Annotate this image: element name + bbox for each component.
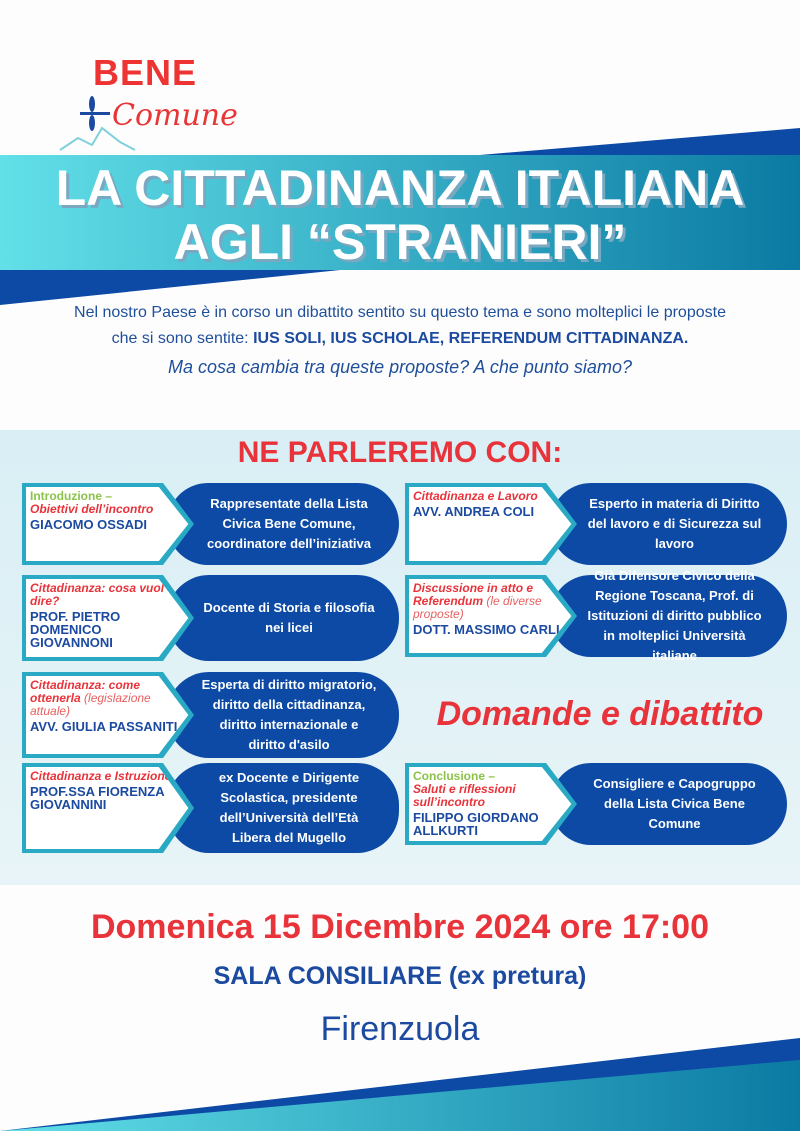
- speaker-topic: Discussione in atto e Referendum (le div…: [409, 579, 572, 653]
- speaker-role: Consigliere e Capogruppo della Lista Civ…: [550, 763, 787, 845]
- speaker-topic: Cittadinanza e Lavoro AVV. ANDREA COLI: [409, 487, 572, 561]
- title-line-1: LA CITTADINANZA ITALIANA: [55, 160, 745, 216]
- left-blue-wedge: [0, 270, 340, 305]
- speaker-name: PROF.SSA FIORENZA GIOVANNINI: [30, 784, 165, 812]
- speaker-name: FILIPPO GIORDANO ALLKURTI: [413, 810, 539, 838]
- intro-question: Ma cosa cambia tra queste proposte? A ch…: [168, 357, 632, 377]
- speaker-role: Rappresentate della Lista Civica Bene Co…: [167, 483, 399, 565]
- speaker-topic-tag: Cittadinanza: come ottenerla (legislazio…: [22, 672, 194, 758]
- speaker-role: Esperta di diritto migratorio, diritto d…: [167, 672, 399, 758]
- top-blue-wedge: [480, 128, 800, 160]
- event-city: Firenzuola: [320, 1010, 480, 1048]
- speaker-topic: Cittadinanza e Istruzione PROF.SSA FIOREN…: [26, 767, 189, 849]
- speaker-topic-text: Cittadinanza: come ottenerla: [30, 678, 141, 705]
- speaker-topic-text: (legislazione attuale): [30, 691, 151, 718]
- flower-icon: [80, 96, 110, 131]
- title-line-2: AGLI “STRANIERI”: [173, 214, 627, 270]
- speaker-topic-text: Obiettivi dell’incontro: [30, 502, 154, 516]
- speaker-topic-text: Cittadinanza e Lavoro: [413, 489, 538, 503]
- title-band: [0, 155, 800, 270]
- intro-proposals: IUS SOLI, IUS SCHOLAE, REFERENDUM CITTAD…: [253, 330, 689, 347]
- logo-bene: BENE: [93, 52, 198, 93]
- speaker-topic-tag: Cittadinanza: cosa vuol dire? PROF. PIETR…: [22, 575, 194, 661]
- speaker-topic-tag: Cittadinanza e Istruzione PROF.SSA FIOREN…: [22, 763, 194, 853]
- speaker-name: AVV. ANDREA COLI: [413, 504, 535, 519]
- speaker-topic-tag: Discussione in atto e Referendum (le div…: [405, 575, 577, 657]
- mountain-icon: [59, 126, 136, 151]
- speaker-topic-tag: Introduzione – Obiettivi dell’incontro GIA…: [22, 483, 194, 565]
- speaker-name: DOTT. MASSIMO CARLI: [413, 622, 560, 637]
- speaker-name: AVV. GIULIA PASSANITI: [30, 719, 178, 734]
- event-venue: SALA CONSILIARE (ex pretura): [213, 962, 587, 990]
- speaker-topic-text: (le diverse proposte): [413, 594, 542, 621]
- speaker-topic-text: Cittadinanza e Istruzione: [30, 769, 172, 783]
- speaker-topic-tag: Conclusione – Saluti e riflessioni sull’i…: [405, 763, 577, 845]
- speaker-role: Già Difensore Civico della Regione Tosca…: [550, 568, 787, 663]
- speaker-topic-text: Cittadinanza: cosa vuol dire?: [30, 581, 165, 608]
- speaker-topic-tag: Cittadinanza e Lavoro AVV. ANDREA COLI: [405, 483, 577, 565]
- speaker-role: Docente di Storia e filosofia nei licei: [167, 575, 399, 661]
- logo-comune: Comune: [112, 98, 238, 133]
- speaker-topic-text: Saluti e riflessioni sull’incontro: [413, 782, 516, 809]
- speaker-topic: Cittadinanza: cosa vuol dire? PROF. PIETR…: [26, 579, 189, 657]
- speaker-name: PROF. PIETRO DOMENICO GIOVANNONI: [30, 609, 121, 650]
- speaker-topic-text: Discussione in atto e Referendum: [413, 581, 534, 608]
- speaker-name: GIACOMO OSSADI: [30, 517, 148, 532]
- bottom-teal-wedge: [0, 1060, 800, 1131]
- speaker-topic: Introduzione – Obiettivi dell’incontro GIA…: [26, 487, 189, 561]
- event-date: Domenica 15 Dicembre 2024 ore 17:00: [90, 908, 709, 946]
- speaker-topic: Cittadinanza: come ottenerla (legislazio…: [26, 676, 189, 754]
- intro-body: Nel nostro Paese è in corso un dibattito…: [74, 304, 726, 347]
- speaker-role: ex Docente e Dirigente Scolastica, presi…: [167, 763, 399, 853]
- speaker-topic-text: Conclusione –: [413, 769, 496, 783]
- speakers-heading: NE PARLEREMO CON:: [237, 436, 563, 469]
- debate-label: Domande e dibattito: [436, 695, 764, 733]
- intro-text: Nel nostro Paese è in corso un dibattito…: [60, 300, 740, 380]
- speaker-topic: Conclusione – Saluti e riflessioni sull’i…: [409, 767, 572, 841]
- speaker-role: Esperto in materia di Diritto del lavoro…: [550, 483, 787, 565]
- speaker-topic-text: Introduzione –: [30, 489, 112, 503]
